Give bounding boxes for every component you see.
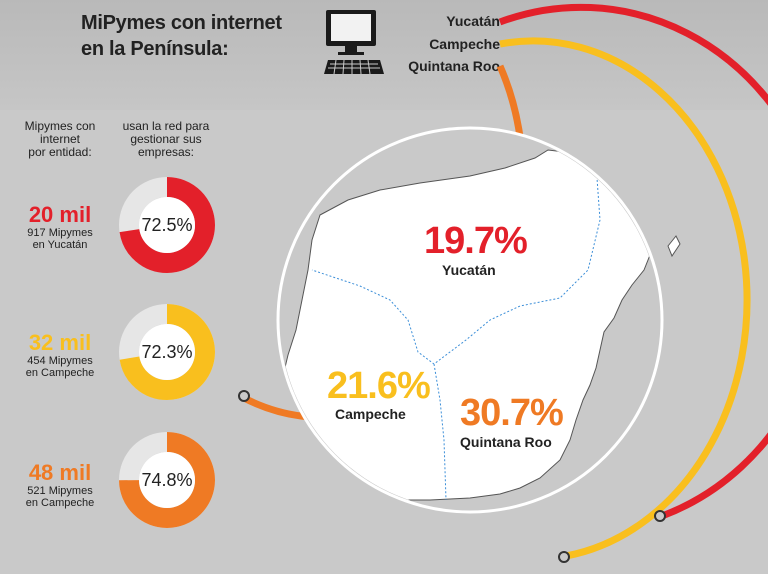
stat-detail: 521 Mipymes xyxy=(27,485,93,497)
donut-label: 74.8% xyxy=(141,470,193,490)
stat-count: 20 mil xyxy=(28,202,92,227)
map-pct-quintana-roo: 30.7% xyxy=(460,392,564,434)
stat-detail: en Campeche xyxy=(25,367,95,379)
stat-detail: 917 Mipymes xyxy=(27,227,93,239)
map-pct-campeche: 21.6% xyxy=(327,365,431,407)
column-heading-entity-line: internet xyxy=(39,132,81,146)
border-campeche-qroo xyxy=(433,363,447,501)
donut-fill xyxy=(119,177,215,273)
computer-monitor-icon xyxy=(322,8,386,74)
donut-center xyxy=(139,197,195,253)
column-heading-entity-line: por entidad: xyxy=(28,145,92,159)
donut-center xyxy=(139,324,195,380)
donut-yucatan: 72.5% xyxy=(117,175,217,275)
island-cozumel xyxy=(667,235,681,258)
donut-campeche: 72.3% xyxy=(117,302,217,402)
stat-campeche: 32 mil 454 Mipymes en Campeche xyxy=(8,330,112,380)
page-title: MiPymes con internet en la Península: xyxy=(81,10,321,62)
donut-fill xyxy=(119,432,215,528)
map-name-yucatan: Yucatán xyxy=(442,262,496,278)
map-pct-yucatan: 19.7% xyxy=(424,220,528,262)
column-heading-entity-line: Mipymes con xyxy=(24,119,96,133)
border-yucatan xyxy=(311,163,601,365)
arc-yucatan xyxy=(498,3,768,520)
donut-center xyxy=(139,452,195,508)
column-heading-usage: usan la red para gestionar sus empresas: xyxy=(112,120,220,159)
stat-count: 48 mil xyxy=(28,460,92,485)
stat-detail: en Campeche xyxy=(25,497,95,509)
title-line-1: MiPymes con internet xyxy=(81,12,282,34)
column-heading-usage-line: usan la red para xyxy=(122,119,210,133)
column-heading-usage-line: empresas: xyxy=(137,145,195,159)
legend-campeche: Campeche xyxy=(429,36,500,52)
title-line-2: en la Península: xyxy=(81,38,229,60)
column-heading-usage-line: gestionar sus xyxy=(130,132,202,146)
map-name-quintana-roo: Quintana Roo xyxy=(460,434,552,450)
arc-campeche xyxy=(499,37,751,560)
donut-fill xyxy=(119,304,215,400)
donut-label: 72.5% xyxy=(141,215,193,235)
arc-end-campeche xyxy=(558,551,570,563)
column-heading-entity: Mipymes con internet por entidad: xyxy=(8,120,112,159)
legend-yucatan: Yucatán xyxy=(446,13,500,29)
stat-yucatan: 20 mil 917 Mipymes en Yucatán xyxy=(8,202,112,252)
stat-quintana-roo: 48 mil 521 Mipymes en Campeche xyxy=(8,460,112,510)
donut-label: 72.3% xyxy=(141,342,193,362)
stat-detail: 454 Mipymes xyxy=(27,355,93,367)
arc-end-quintana-roo xyxy=(238,390,250,402)
stat-detail: en Yucatán xyxy=(32,239,88,251)
arc-end-yucatan xyxy=(654,510,666,522)
map-name-campeche: Campeche xyxy=(335,406,406,422)
stat-count: 32 mil xyxy=(28,330,92,355)
legend-quintana-roo: Quintana Roo xyxy=(408,58,500,74)
donut-quintana-roo: 74.8% xyxy=(117,430,217,530)
